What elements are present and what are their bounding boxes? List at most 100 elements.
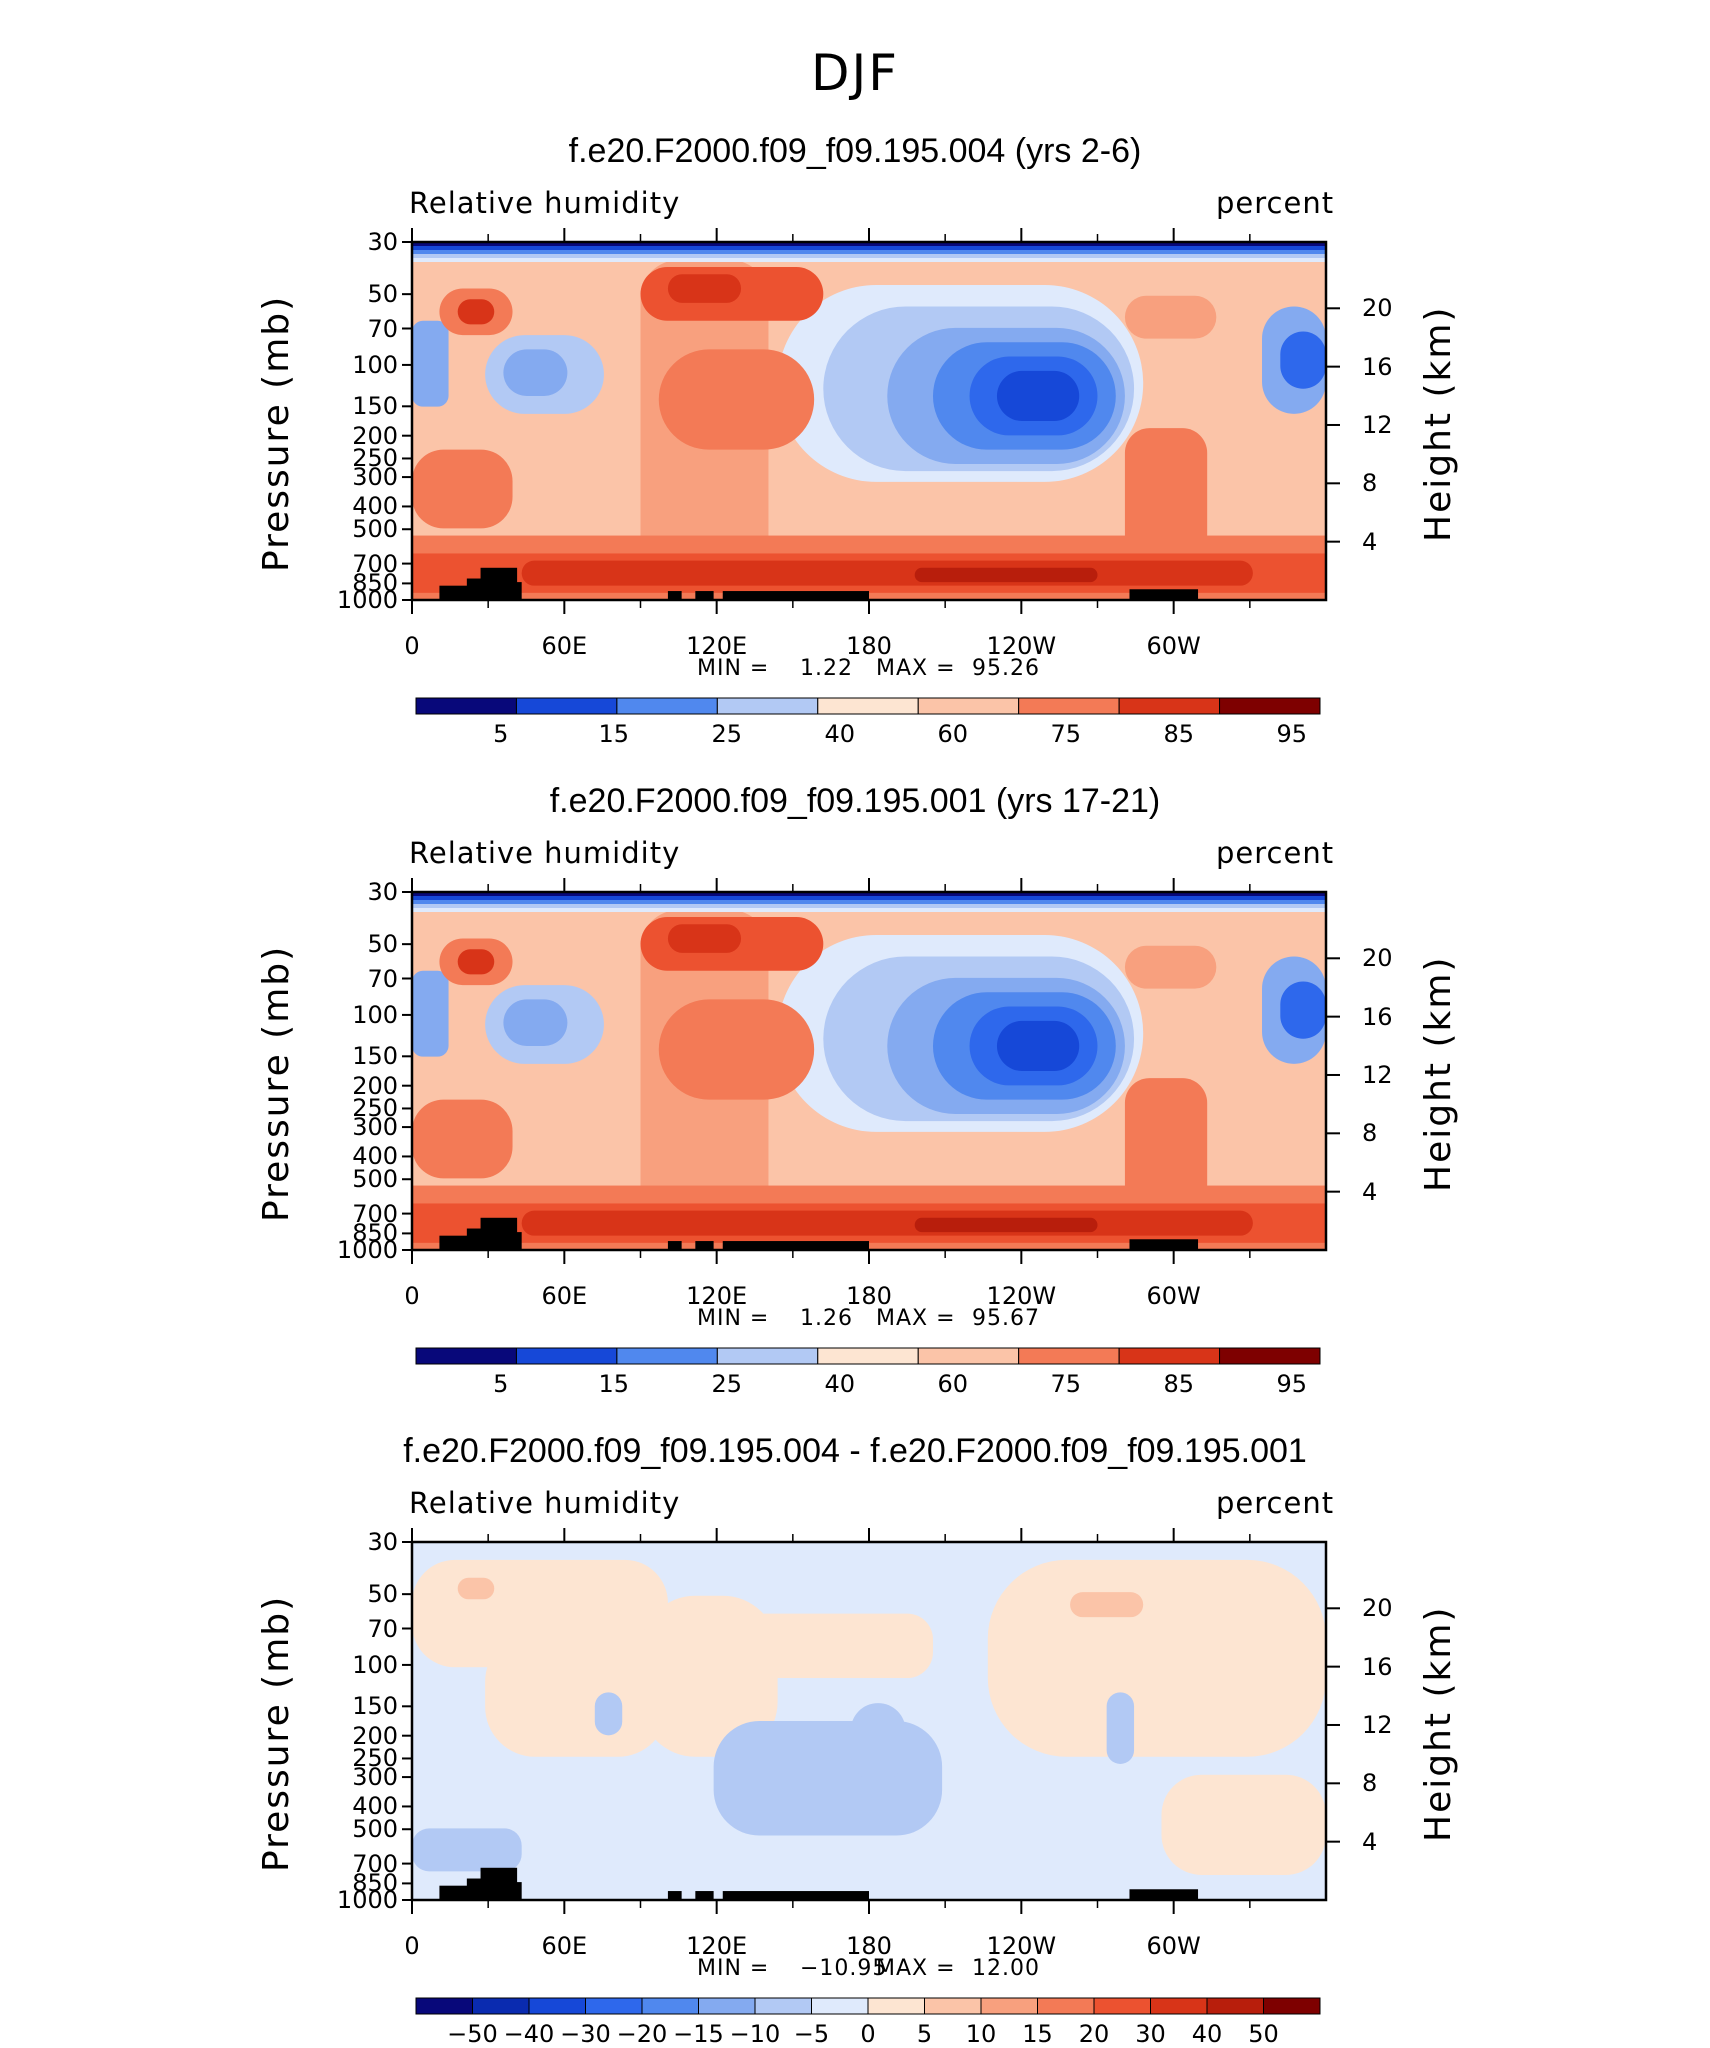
lon-tick-label: 60E [541,1282,588,1310]
pressure-tick-label: 50 [367,930,398,959]
height-tick-label: 12 [1362,410,1393,439]
colorbar-box [1263,1997,1321,2015]
subtitle-right: percent [1216,836,1335,870]
lon-tick-label: 180 [846,1282,892,1310]
colorbar-label: 95 [1276,1370,1308,1398]
max-value: 95.26 [972,656,1040,681]
subtitle-left: Relative humidity [409,836,681,870]
topography [695,1241,714,1250]
contour-region [412,1828,522,1872]
lon-tick-label: 60E [541,1932,588,1960]
min-value: 1.22 [800,656,853,681]
contour-region [658,999,815,1100]
topography [667,1241,682,1250]
colorbar-label: 85 [1163,1370,1195,1398]
height-tick-label: 8 [1362,1119,1378,1148]
colorbar-label: −30 [560,2020,611,2048]
contour-region [914,1217,1098,1233]
colorbar-label: −10 [729,2020,781,2048]
lon-tick-label: 120E [686,1932,748,1960]
topography [722,1891,869,1900]
colorbar-label: 25 [711,720,743,748]
contour-region [1106,1692,1135,1764]
colorbar-box [924,1997,982,2015]
colorbar-label: −40 [503,2020,555,2048]
colorbar-box [641,1997,699,2015]
height-tick-label: 20 [1362,944,1393,973]
pressure-tick-label: 400 [352,1142,398,1171]
subtitle-right: percent [1216,186,1335,220]
topography [695,1891,714,1900]
pressure-tick-label: 250 [352,1744,398,1773]
colorbar-box [472,1997,530,2015]
pressure-tick-label: 850 [352,569,398,598]
contour-region [987,1559,1326,1757]
pressure-tick-label: 50 [367,1580,398,1609]
lon-tick-label: 0 [404,1282,420,1310]
colorbar-label: −5 [793,2020,830,2048]
colorbar-label: 60 [937,720,969,748]
topography [503,1232,522,1250]
min-label: MIN = [697,656,770,681]
colorbar-box [1093,1997,1151,2015]
colorbar-label: 30 [1135,2020,1166,2048]
strat-band [412,250,1326,254]
pressure-tick-label: 300 [352,1113,398,1142]
colorbar-label: 10 [965,2020,997,2048]
strat-band [412,246,1326,250]
topography [722,1241,869,1250]
pressure-tick-label: 400 [352,492,398,521]
contour-region [1124,945,1217,989]
pressure-tick-label: 250 [352,1094,398,1123]
pressure-tick-label: 850 [352,1219,398,1248]
pressure-tick-label: 70 [367,964,398,993]
lon-tick-label: 180 [846,632,892,660]
height-tick-label: 4 [1362,1827,1378,1856]
height-tick-label: 16 [1362,352,1393,381]
pressure-tick-label: 1000 [336,586,398,614]
colorbar-box [585,1997,643,2015]
colorbar-label: 20 [1078,2020,1110,2048]
contour-region [1070,1592,1144,1618]
contour-region [503,349,568,396]
contour-region [667,924,742,953]
contour-region [412,449,513,529]
height-tick-label: 16 [1362,1652,1393,1681]
strat-band [412,892,1326,896]
panel-title: f.e20.F2000.f09_f09.195.001 (yrs 17-21) [549,782,1161,820]
pressure-tick-label: 500 [352,515,398,544]
colorbar-label: 85 [1163,720,1195,748]
lon-tick-label: 60E [541,632,588,660]
lon-tick-label: 120E [686,1282,748,1310]
colorbar-label: 25 [711,1370,743,1398]
colorbar-box [754,1997,812,2015]
colorbar-label: 15 [1022,2020,1053,2048]
colorbar-box [1037,1997,1095,2015]
pressure-tick-label: 300 [352,1763,398,1792]
lon-tick-label: 180 [846,1932,892,1960]
pressure-tick-label: 500 [352,1165,398,1194]
colorbar-label: 60 [937,1370,969,1398]
colorbar-label: 40 [824,1370,856,1398]
colorbar-label: 50 [1248,2020,1279,2048]
pressure-tick-label: 200 [352,1721,398,1750]
height-tick-label: 12 [1362,1710,1393,1739]
contour-region [658,349,815,450]
pressure-tick-label: 150 [352,1692,398,1721]
contour-region [457,1577,495,1600]
topography [722,591,869,600]
height-tick-label: 4 [1362,527,1378,556]
subtitle-left: Relative humidity [409,1486,681,1520]
strat-band [412,904,1326,908]
max-value: 12.00 [972,1956,1040,1981]
contour-region [412,320,449,407]
lon-tick-label: 120E [686,632,748,660]
max-label: MAX = [876,1306,956,1331]
pressure-tick-label: 200 [352,421,398,450]
colorbar-box [1206,1997,1264,2015]
contour-region [457,949,495,975]
pressure-tick-label: 150 [352,392,398,421]
colorbar-box [811,1997,869,2015]
